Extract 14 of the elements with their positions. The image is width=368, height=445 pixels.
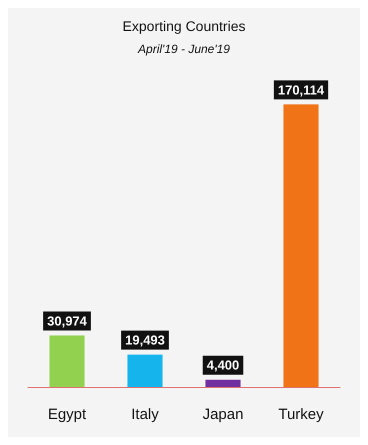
- data-label: 170,114: [278, 82, 325, 98]
- chart-title: Exporting Countries: [122, 18, 246, 34]
- bar: [283, 104, 319, 387]
- data-label: 19,493: [125, 332, 165, 348]
- x-tick-label: Turkey: [278, 406, 324, 423]
- x-tick-label: Italy: [131, 406, 160, 423]
- bar: [205, 380, 241, 387]
- x-tick-label: Egypt: [48, 406, 88, 423]
- bar: [127, 354, 163, 387]
- chart-subtitle: April'19 - June'19: [137, 42, 230, 56]
- bar: [49, 336, 85, 387]
- x-tick-label: Japan: [202, 406, 244, 423]
- data-label: 4,400: [206, 358, 240, 373]
- data-label: 30,974: [47, 314, 88, 329]
